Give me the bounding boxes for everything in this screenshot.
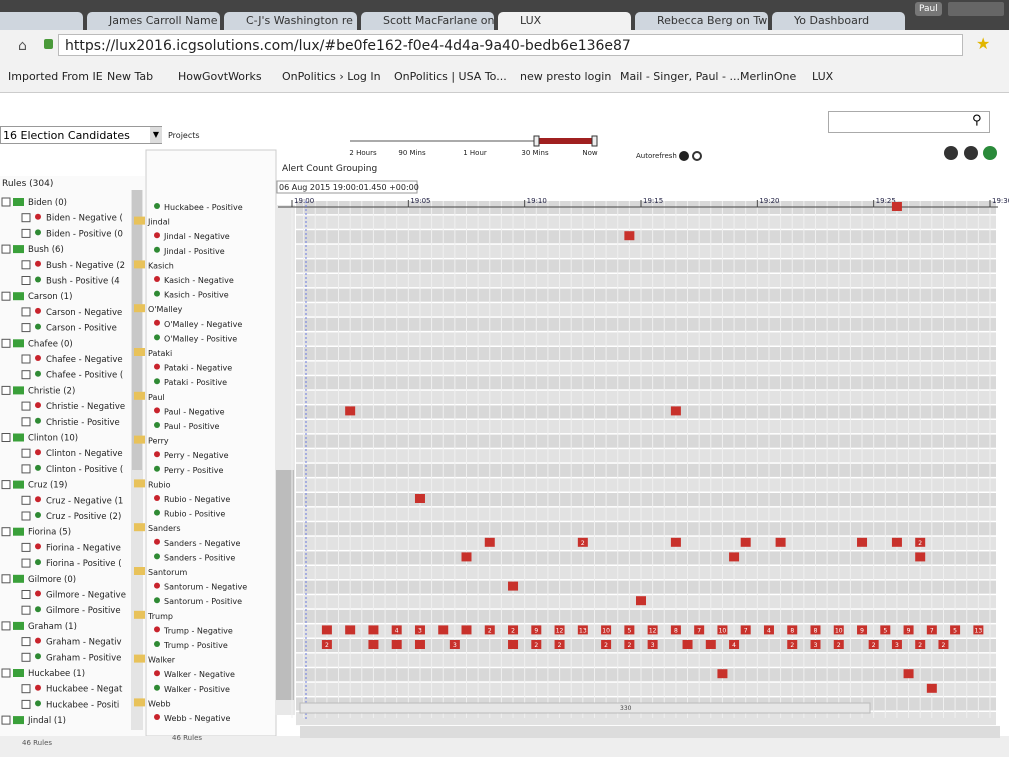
tab[interactable]: Yo Dashboard: [772, 12, 905, 30]
app: 16 Election Candidates ▼ Projects ⚲: [0, 93, 1009, 757]
search-icon[interactable]: ⚲: [972, 113, 982, 128]
tab[interactable]: C-J's Washington re: [224, 12, 357, 30]
bookmark[interactable]: MerlinOne: [740, 70, 797, 83]
bookmark[interactable]: OnPolitics | USA To...: [394, 70, 507, 83]
bookmark[interactable]: HowGovtWorks: [178, 70, 262, 83]
bookmark[interactable]: LUX: [812, 70, 834, 83]
bookmark[interactable]: Imported From IE: [8, 70, 103, 83]
lock-icon: [44, 39, 53, 49]
tab[interactable]: Scott MacFarlane on: [361, 12, 494, 30]
window-controls[interactable]: [948, 2, 1004, 16]
bookmark[interactable]: OnPolitics › Log In: [282, 70, 381, 83]
url-field[interactable]: https://lux2016.icgsolutions.com/lux/#be…: [58, 34, 963, 56]
bookmarks-bar: Imported From IE New Tab HowGovtWorks OnPol…: [0, 62, 1009, 93]
search-box[interactable]: [828, 111, 990, 133]
select-arrow[interactable]: ▼: [150, 127, 162, 143]
bookmark[interactable]: New Tab: [107, 70, 154, 83]
tab[interactable]: LUX: [498, 12, 631, 30]
tab[interactable]: Rebecca Berg on Tw: [635, 12, 768, 30]
user-badge[interactable]: Paul: [915, 2, 942, 16]
tab[interactable]: James Carroll Name: [87, 12, 220, 30]
project-select[interactable]: 16 Election Candidates: [0, 126, 162, 144]
bookmark[interactable]: Mail - Singer, Paul - ...: [620, 70, 740, 83]
projects-menu[interactable]: Projects: [168, 131, 200, 140]
tab[interactable]: ck: [0, 12, 83, 30]
address-bar: ⌂ https://lux2016.icgsolutions.com/lux/#…: [0, 30, 1009, 62]
home-icon[interactable]: ⌂: [18, 38, 27, 54]
bookmark[interactable]: new presto login: [520, 70, 612, 83]
star-icon[interactable]: ★: [976, 34, 991, 53]
